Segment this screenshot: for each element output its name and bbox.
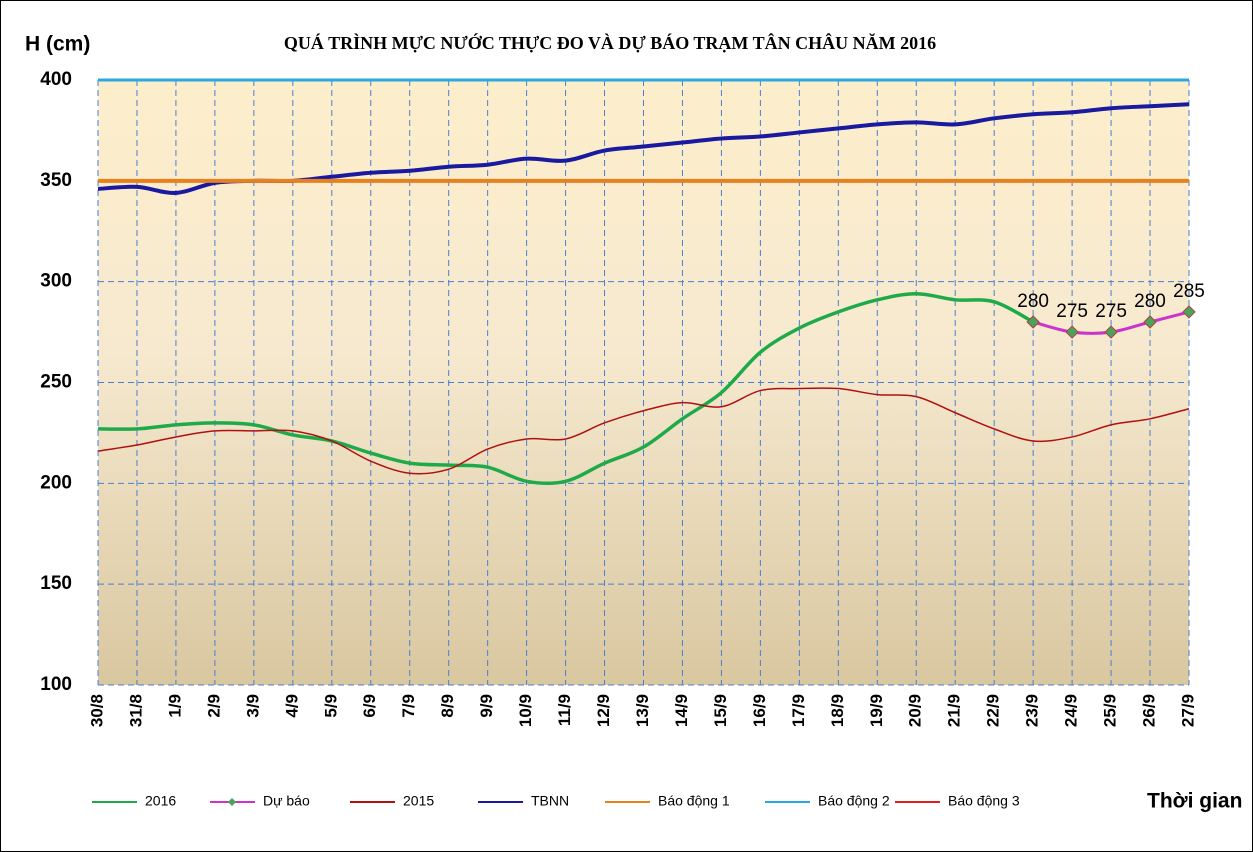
y-tick-label: 250	[40, 372, 72, 393]
legend-marker	[228, 798, 236, 806]
x-tick-label: 1/9	[165, 694, 184, 718]
x-tick-label: 31/8	[126, 694, 145, 727]
series-line	[97, 292, 1034, 486]
x-tick-label: 21/9	[945, 694, 964, 727]
legend-label: 2016	[145, 793, 176, 809]
data-label: 280	[1134, 291, 1166, 312]
data-label: 275	[1095, 301, 1127, 322]
marker	[1104, 325, 1118, 339]
x-tick-label: 3/9	[243, 694, 262, 718]
legend-label: Báo động 3	[948, 793, 1020, 809]
legend-label: 2015	[403, 793, 434, 809]
marker	[1182, 305, 1196, 319]
x-tick-label: 14/9	[672, 694, 691, 727]
y-tick-label: 400	[40, 69, 72, 90]
x-tick-label: 27/9	[1178, 694, 1197, 727]
x-tick-label: 25/9	[1101, 694, 1120, 727]
x-tick-label: 9/9	[477, 694, 496, 718]
x-tick-label: 13/9	[633, 694, 652, 727]
data-label: 285	[1173, 281, 1205, 302]
x-tick-label: 6/9	[360, 694, 379, 718]
x-tick-label: 30/8	[87, 694, 106, 727]
legend-label: Báo động 2	[818, 793, 890, 809]
y-tick-label: 350	[40, 170, 72, 191]
x-tick-label: 26/9	[1140, 694, 1159, 727]
x-tick-label: 20/9	[906, 694, 925, 727]
x-tick-label: 18/9	[828, 694, 847, 727]
x-tick-label: 8/9	[438, 694, 457, 718]
x-tick-label: 7/9	[399, 694, 418, 718]
chart-title: QUÁ TRÌNH MỰC NƯỚC THỰC ĐO VÀ DỰ BÁO TRẠ…	[284, 32, 936, 53]
x-tick-label: 2/9	[204, 694, 223, 718]
x-tick-label: 12/9	[594, 694, 613, 727]
series-line	[97, 387, 1190, 475]
x-tick-label: 15/9	[711, 694, 730, 727]
marker	[1026, 315, 1040, 329]
y-axis-label: H (cm)	[25, 33, 90, 56]
x-tick-label: 4/9	[282, 694, 301, 718]
x-tick-label: 19/9	[867, 694, 886, 727]
x-tick-label: 22/9	[984, 694, 1003, 727]
data-label: 275	[1056, 301, 1088, 322]
y-tick-label: 100	[40, 674, 72, 695]
y-tick-label: 200	[40, 472, 72, 493]
x-tick-label: 17/9	[789, 694, 808, 727]
legend-label: Báo động 1	[658, 793, 730, 809]
x-tick-label: 10/9	[516, 694, 535, 727]
data-label: 280	[1017, 291, 1049, 312]
marker	[1065, 325, 1079, 339]
x-tick-label: 24/9	[1062, 694, 1081, 727]
legend-label: TBNN	[531, 793, 569, 809]
x-tick-label: 16/9	[750, 694, 769, 727]
x-tick-label: 11/9	[555, 694, 574, 726]
legend-label: Dự báo	[263, 793, 310, 809]
y-tick-label: 300	[40, 271, 72, 292]
x-axis-label: Thời gian	[1147, 790, 1242, 813]
x-tick-label: 5/9	[321, 694, 340, 718]
x-tick-label: 23/9	[1023, 694, 1042, 727]
marker	[1143, 315, 1157, 329]
y-tick-label: 150	[40, 573, 72, 594]
